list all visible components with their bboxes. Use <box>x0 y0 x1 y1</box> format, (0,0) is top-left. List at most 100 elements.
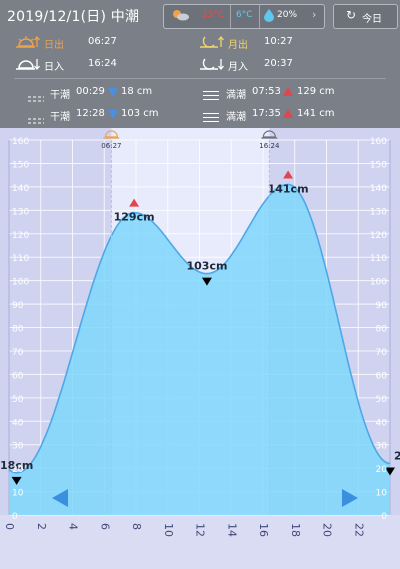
sunrise-marker-icon <box>104 130 118 138</box>
moonrise-icon <box>200 34 224 53</box>
low-tide-2-marker <box>108 110 118 119</box>
x-tick-label: 22 <box>352 523 365 537</box>
weather-divider <box>230 5 231 28</box>
y-tick-label-left: 50 <box>12 395 24 405</box>
y-tick-label-left: 120 <box>12 231 29 241</box>
low-tide-2-label: 干潮 <box>50 112 70 123</box>
high-tide-1-marker <box>283 87 293 96</box>
high-tide-marker <box>129 198 140 207</box>
y-tick-label-right: 120 <box>370 231 387 241</box>
y-tick-label-left: 80 <box>12 325 24 335</box>
raindrop-icon <box>264 9 274 25</box>
low-tide-icon <box>28 88 44 107</box>
high-tide-icon-2 <box>203 108 219 127</box>
precipitation: 20% <box>277 10 298 20</box>
high-tide-label: 129cm <box>114 211 155 224</box>
x-tick-label: 18 <box>289 523 302 537</box>
tide-area <box>9 184 390 515</box>
x-tick-label: 0 <box>3 523 16 530</box>
y-tick-label-right: 160 <box>370 137 387 147</box>
low-tide-1-time: 00:29 <box>76 86 105 97</box>
y-tick-label-left: 90 <box>12 301 24 311</box>
y-tick-label-left: 20 <box>12 465 24 475</box>
moonrise-label: 月出 <box>228 40 248 51</box>
high-temperature: 15°C <box>202 10 225 20</box>
y-tick-label-left: 40 <box>12 418 24 428</box>
header-divider <box>14 78 386 79</box>
low-tide-marker <box>385 467 395 476</box>
high-tide-label: 141cm <box>268 183 309 196</box>
y-tick-label-left: 140 <box>12 184 29 194</box>
y-tick-label-left: 60 <box>12 371 24 381</box>
low-temperature: 6°C <box>236 10 253 20</box>
x-tick-label: 2 <box>35 523 48 530</box>
date-title: 2019/12/1(日) 中潮 <box>7 9 140 25</box>
high-tide-icon <box>203 86 219 105</box>
y-tick-label-left: 110 <box>12 254 29 264</box>
y-tick-label-right: 10 <box>376 489 388 499</box>
y-tick-label-right: 150 <box>370 160 387 170</box>
y-tick-label-right: 100 <box>370 278 387 288</box>
y-tick-label-left: 70 <box>12 348 24 358</box>
low-tide-label: 103cm <box>186 260 227 273</box>
moonrise-time: 10:27 <box>264 36 293 47</box>
low-tide-marker <box>11 476 22 485</box>
y-tick-label-right: 110 <box>370 254 387 264</box>
y-tick-label-left: 100 <box>12 278 29 288</box>
low-tide-2-time: 12:28 <box>76 108 105 119</box>
high-tide-1-level: 129 cm <box>297 86 335 97</box>
x-tick-label: 6 <box>98 523 111 530</box>
refresh-icon: ↻ <box>346 8 357 22</box>
y-tick-label-right: 70 <box>376 348 388 358</box>
tide-chart[interactable]: 18cm 129cm 103cm 141cm 2 0 0 10 10 20 20 30 30 40 40 50… <box>0 128 400 569</box>
low-tide-label: 2 <box>394 449 400 462</box>
tide-header: 2019/12/1(日) 中潮 15°C 6°C 20% › ↻ 今日 日出 0… <box>0 0 400 128</box>
sunset-marker-label: 16:24 <box>259 142 280 150</box>
low-tide-1-marker <box>108 88 118 97</box>
low-tide-2-level: 103 cm <box>121 108 159 119</box>
left-triangle-icon[interactable] <box>52 489 68 507</box>
tide-line <box>8 183 391 474</box>
x-axis-strip <box>0 515 400 569</box>
x-tick-label: 16 <box>257 523 270 537</box>
chevron-right-icon: › <box>312 8 317 21</box>
moonset-icon <box>200 56 224 75</box>
high-tide-1-time: 07:53 <box>252 86 281 97</box>
high-tide-1-label: 満潮 <box>226 90 246 101</box>
x-tick-label: 8 <box>130 523 143 530</box>
high-tide-marker <box>283 170 294 179</box>
y-tick-label-left: 130 <box>12 207 29 217</box>
y-tick-label-left: 0 <box>12 512 18 522</box>
y-tick-label-right: 40 <box>376 418 388 428</box>
y-tick-label-right: 90 <box>376 301 388 311</box>
low-tide-1-label: 干潮 <box>50 90 70 101</box>
low-tide-marker <box>201 277 212 286</box>
y-tick-label-right: 50 <box>376 395 388 405</box>
x-tick-label: 20 <box>321 523 334 537</box>
weather-summary[interactable]: 15°C 6°C 20% › <box>163 4 325 29</box>
high-tide-2-level: 141 cm <box>297 108 335 119</box>
low-tide-icon-2 <box>28 110 44 129</box>
x-tick-label: 4 <box>67 523 80 530</box>
high-tide-2-marker <box>283 109 293 118</box>
x-tick-label: 14 <box>225 523 238 537</box>
y-tick-label-right: 20 <box>376 465 388 475</box>
y-tick-label-left: 30 <box>12 442 24 452</box>
y-tick-label-right: 140 <box>370 184 387 194</box>
sunset-marker-icon <box>262 130 276 138</box>
y-tick-label-left: 10 <box>12 489 24 499</box>
weather-divider-2 <box>259 5 260 28</box>
moonset-label: 月入 <box>228 62 248 73</box>
y-tick-label-right: 0 <box>381 512 387 522</box>
low-tide-1-level: 18 cm <box>121 86 153 97</box>
right-triangle-icon[interactable] <box>342 489 358 507</box>
x-tick-label: 12 <box>194 523 207 537</box>
sunset-time: 16:24 <box>88 58 117 69</box>
today-button[interactable]: ↻ 今日 <box>333 4 398 29</box>
x-tick-label: 10 <box>162 523 175 537</box>
y-tick-label-right: 60 <box>376 371 388 381</box>
y-tick-label-right: 30 <box>376 442 388 452</box>
y-tick-label-right: 130 <box>370 207 387 217</box>
y-tick-label-right: 80 <box>376 325 388 335</box>
